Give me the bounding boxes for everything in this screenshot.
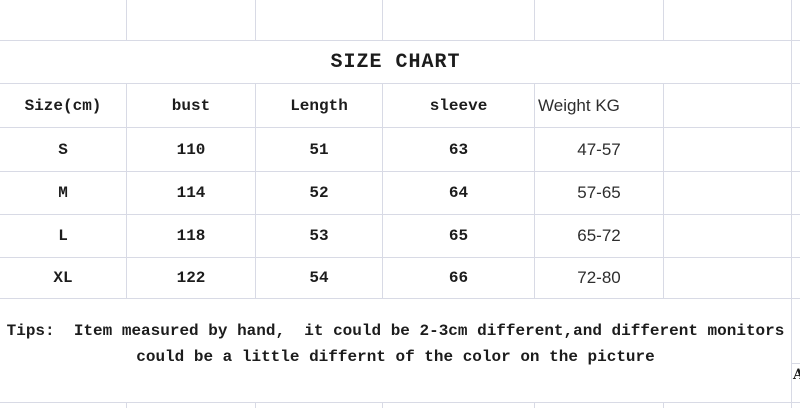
empty-cell <box>664 172 792 214</box>
edge-sliver-cell <box>792 258 800 298</box>
empty-cell <box>535 0 664 40</box>
cell-sleeve: 63 <box>383 128 535 171</box>
edge-sliver-cell <box>792 172 800 214</box>
tips-line-2: could be a little differnt of the color … <box>136 348 655 366</box>
empty-cell <box>535 403 664 408</box>
table-row-m: M 114 52 64 57-65 <box>0 172 800 215</box>
empty-cell <box>664 0 792 40</box>
cell-sleeve: 65 <box>383 215 535 257</box>
edge-sliver-cell: A <box>792 299 800 402</box>
edge-sliver-cell <box>792 403 800 408</box>
header-cell-length: Length <box>256 84 383 127</box>
tips-line-1: Tips: Item measured by hand, it could be… <box>6 322 785 340</box>
header-row: Size(cm) bust Length sleeve Weight KG <box>0 84 800 128</box>
empty-cell <box>664 403 792 408</box>
header-cell-sleeve: sleeve <box>383 84 535 127</box>
edge-sliver-cell <box>792 0 800 40</box>
empty-cell <box>0 403 127 408</box>
header-cell-weight: Weight KG <box>535 84 664 127</box>
edge-sliver-cell <box>792 41 800 83</box>
cell-weight: 57-65 <box>535 172 664 214</box>
edge-sliver-cell <box>792 215 800 257</box>
empty-cell <box>664 84 792 127</box>
header-cell-bust: bust <box>127 84 256 127</box>
cell-bust: 114 <box>127 172 256 214</box>
edge-sliver-cell <box>792 84 800 127</box>
cell-bust: 122 <box>127 258 256 298</box>
tips-cell: Tips: Item measured by hand, it could be… <box>0 299 792 402</box>
empty-cell <box>664 215 792 257</box>
edge-grid-tick <box>792 363 800 364</box>
top-empty-row <box>0 0 800 41</box>
edge-sliver-cell <box>792 128 800 171</box>
empty-cell <box>0 0 127 40</box>
cell-size: L <box>0 215 127 257</box>
cell-size: XL <box>0 258 127 298</box>
empty-cell <box>127 403 256 408</box>
cell-length: 51 <box>256 128 383 171</box>
title-cell: SIZE CHART <box>0 41 792 83</box>
cell-sleeve: 64 <box>383 172 535 214</box>
page-title: SIZE CHART <box>330 50 461 74</box>
title-row: SIZE CHART <box>0 41 800 84</box>
clipped-edge-glyph: A <box>793 367 800 383</box>
cell-weight: 65-72 <box>535 215 664 257</box>
cell-size: S <box>0 128 127 171</box>
cell-length: 53 <box>256 215 383 257</box>
empty-cell <box>664 258 792 298</box>
table-row-s: S 110 51 63 47-57 <box>0 128 800 172</box>
empty-cell <box>256 403 383 408</box>
cell-bust: 110 <box>127 128 256 171</box>
cell-bust: 118 <box>127 215 256 257</box>
cell-weight: 47-57 <box>535 128 664 171</box>
table-row-l: L 118 53 65 65-72 <box>0 215 800 258</box>
cell-size: M <box>0 172 127 214</box>
cell-sleeve: 66 <box>383 258 535 298</box>
table-row-xl: XL 122 54 66 72-80 <box>0 258 800 299</box>
empty-cell <box>256 0 383 40</box>
empty-cell <box>127 0 256 40</box>
empty-cell <box>383 0 535 40</box>
empty-cell <box>383 403 535 408</box>
tips-row: Tips: Item measured by hand, it could be… <box>0 299 800 403</box>
cell-weight: 72-80 <box>535 258 664 298</box>
header-cell-size: Size(cm) <box>0 84 127 127</box>
empty-cell <box>664 128 792 171</box>
cell-length: 52 <box>256 172 383 214</box>
bottom-empty-row <box>0 403 800 408</box>
cell-length: 54 <box>256 258 383 298</box>
